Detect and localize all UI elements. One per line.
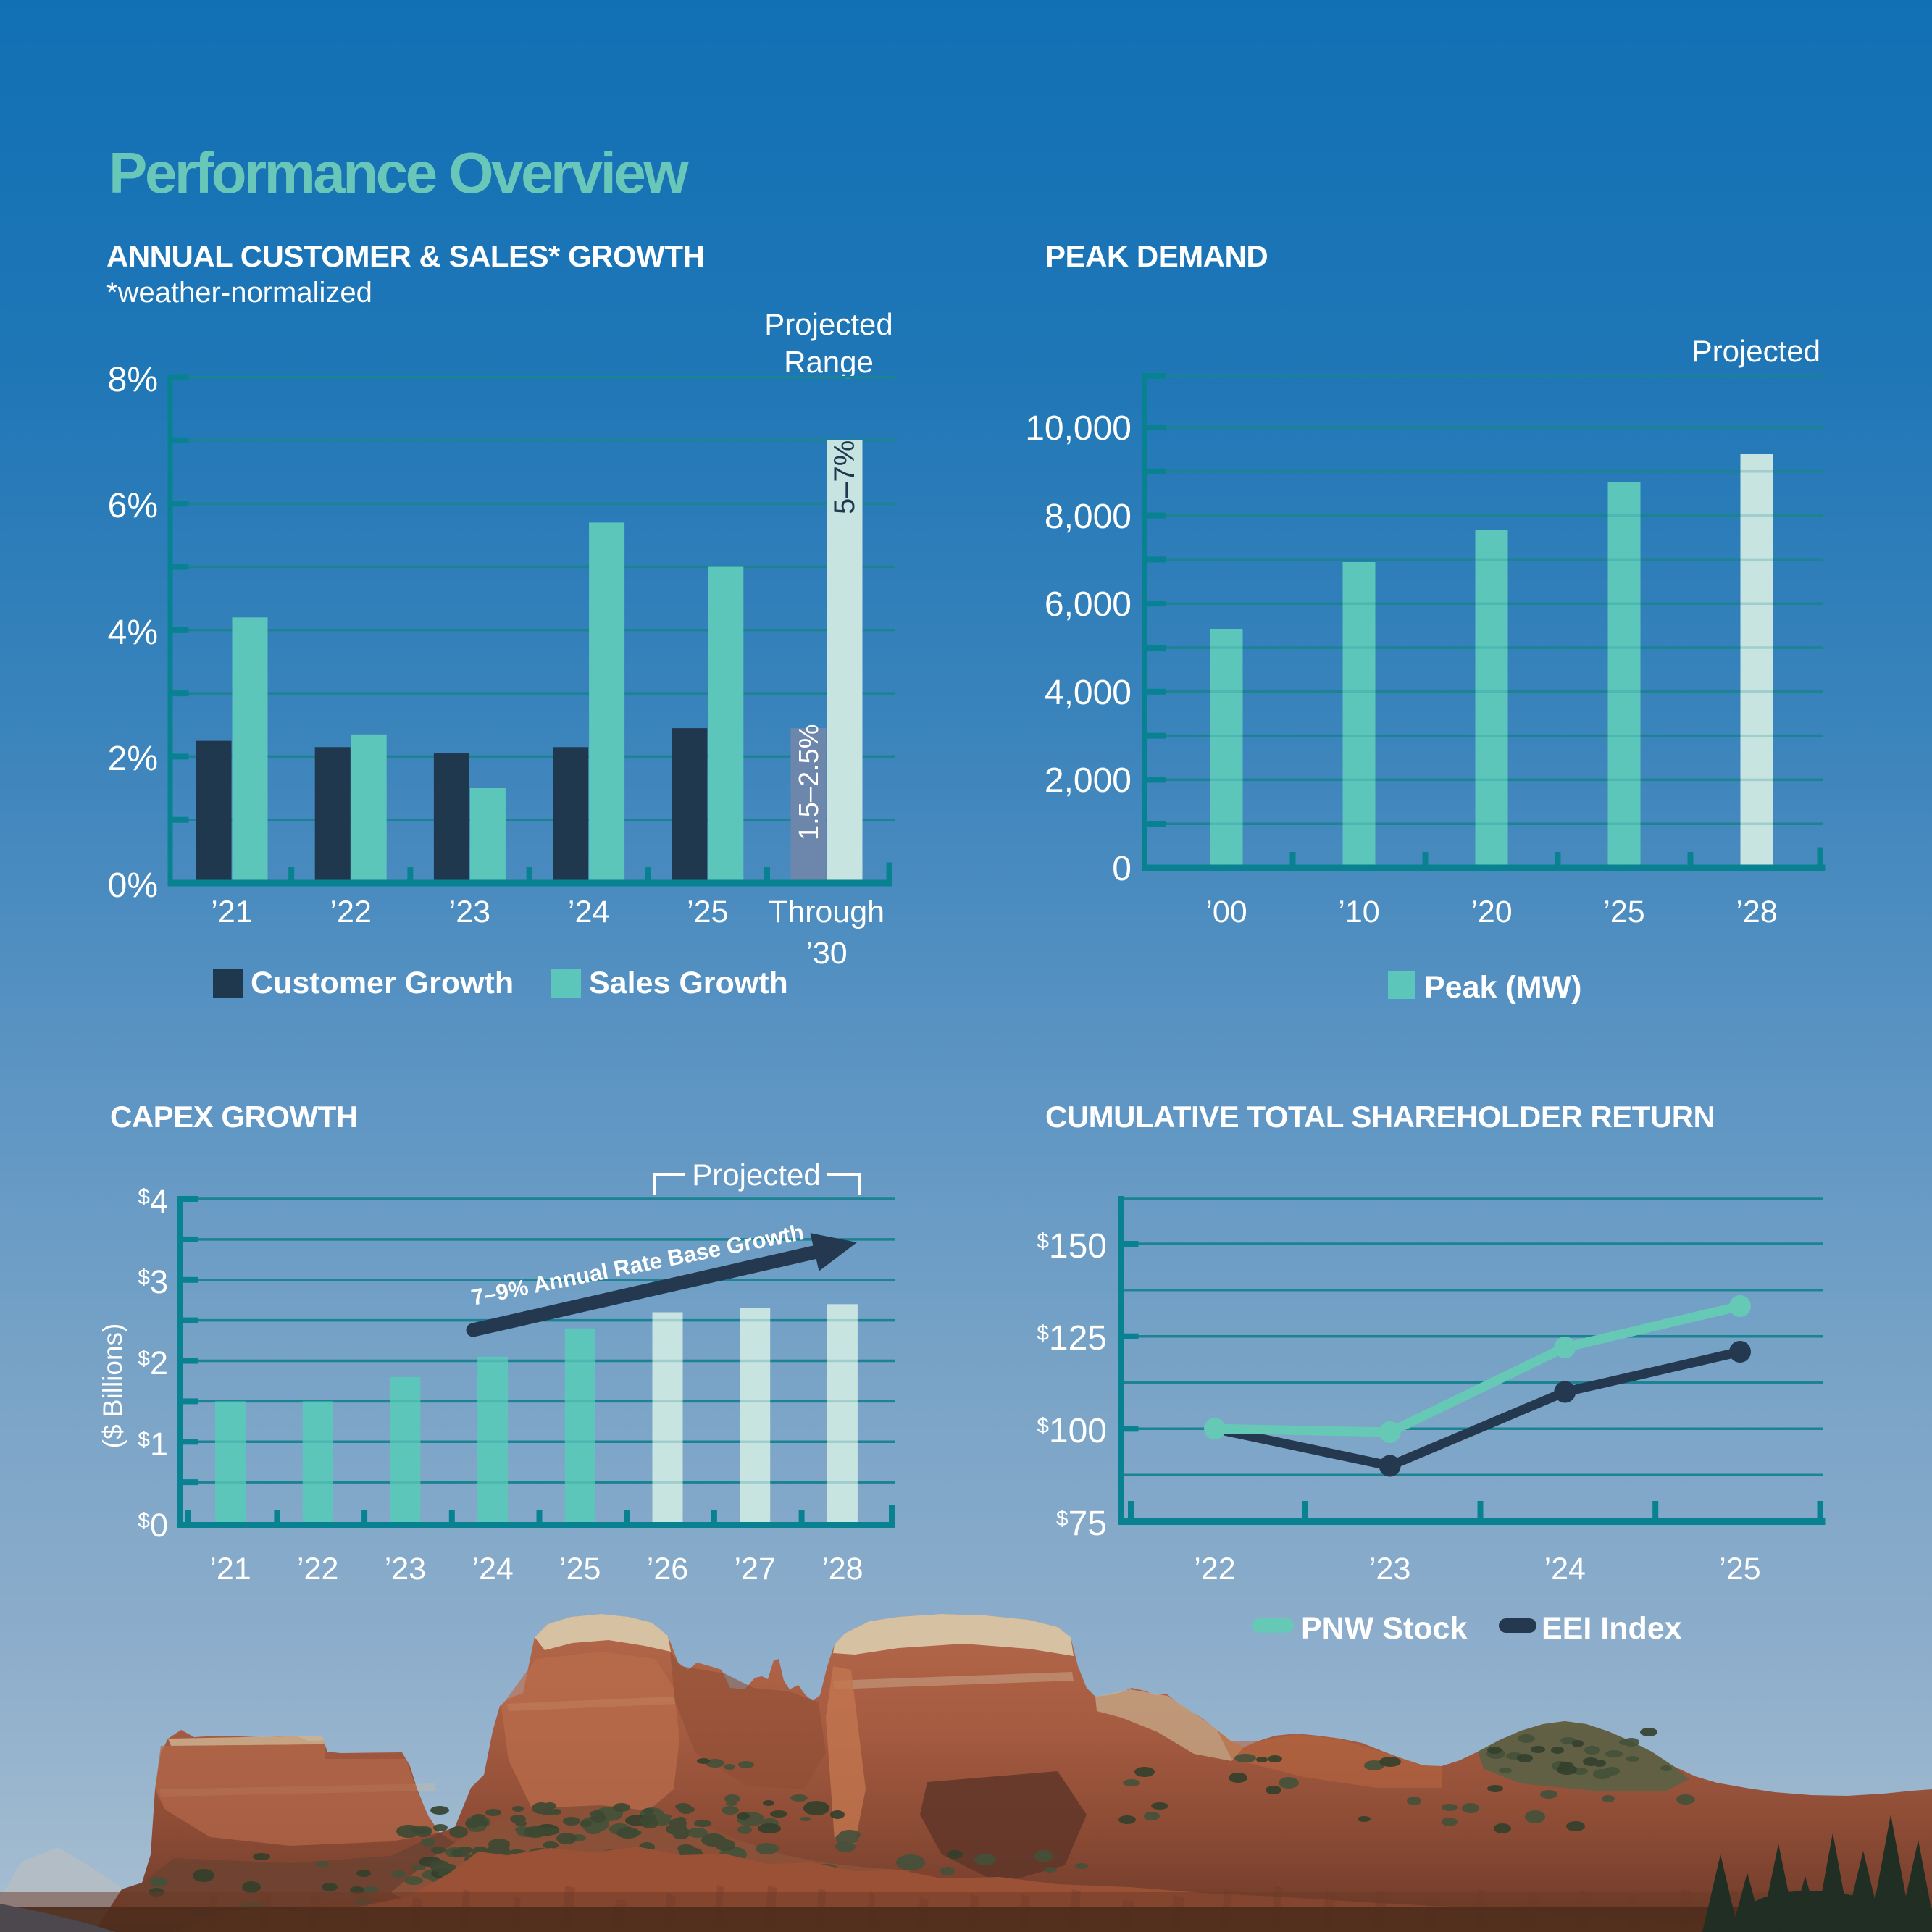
- svg-text:2,000: 2,000: [1045, 761, 1132, 800]
- svg-text:10,000: 10,000: [1025, 409, 1132, 448]
- svg-text:Projected: Projected: [764, 307, 892, 341]
- svg-text:1.5–2.5%: 1.5–2.5%: [794, 724, 824, 840]
- svg-text:$75: $75: [1056, 1505, 1107, 1543]
- svg-text:’22: ’22: [330, 895, 372, 929]
- svg-text:’23: ’23: [1369, 1552, 1410, 1586]
- svg-text:0%: 0%: [108, 866, 158, 905]
- svg-text:$125: $125: [1037, 1319, 1107, 1358]
- svg-text:’25: ’25: [687, 895, 728, 929]
- svg-text:6,000: 6,000: [1045, 585, 1132, 624]
- svg-text:’00: ’00: [1205, 895, 1247, 929]
- svg-text:’25: ’25: [559, 1552, 601, 1586]
- svg-text:6%: 6%: [108, 487, 158, 525]
- svg-text:’24: ’24: [472, 1552, 513, 1586]
- svg-text:’24: ’24: [568, 895, 609, 929]
- svg-text:’23: ’23: [385, 1552, 426, 1586]
- svg-text:’21: ’21: [211, 895, 252, 929]
- svg-text:*weather-normalized: *weather-normalized: [106, 277, 372, 309]
- svg-text:Sales Growth: Sales Growth: [589, 966, 788, 1000]
- svg-text:$2: $2: [138, 1345, 168, 1381]
- svg-text:4,000: 4,000: [1045, 674, 1132, 712]
- svg-text:’27: ’27: [735, 1552, 776, 1586]
- svg-text:2%: 2%: [108, 740, 158, 778]
- svg-text:CAPEX GROWTH: CAPEX GROWTH: [110, 1100, 358, 1134]
- svg-text:EEI Index: EEI Index: [1542, 1611, 1682, 1646]
- svg-text:’25: ’25: [1719, 1552, 1760, 1586]
- svg-text:’23: ’23: [449, 895, 490, 929]
- svg-text:’24: ’24: [1544, 1552, 1586, 1586]
- svg-text:$0: $0: [138, 1507, 168, 1544]
- svg-text:$150: $150: [1037, 1227, 1107, 1266]
- svg-text:0: 0: [1112, 850, 1132, 888]
- svg-text:’22: ’22: [1194, 1552, 1235, 1586]
- svg-text:Projected: Projected: [692, 1158, 820, 1192]
- svg-text:5–7%: 5–7%: [829, 440, 861, 514]
- svg-text:$100: $100: [1037, 1412, 1107, 1450]
- svg-text:$4: $4: [138, 1183, 168, 1220]
- svg-text:’26: ’26: [647, 1552, 688, 1586]
- svg-text:Customer Growth: Customer Growth: [251, 966, 514, 1000]
- svg-text:’28: ’28: [1736, 895, 1777, 929]
- svg-text:PEAK DEMAND: PEAK DEMAND: [1045, 239, 1268, 273]
- svg-text:$1: $1: [138, 1426, 168, 1463]
- svg-text:’22: ’22: [297, 1552, 338, 1586]
- svg-text:’25: ’25: [1603, 895, 1644, 929]
- svg-text:4%: 4%: [108, 614, 158, 652]
- svg-text:Projected: Projected: [1692, 334, 1820, 368]
- svg-text:’20: ’20: [1471, 895, 1512, 929]
- svg-text:Range: Range: [784, 345, 874, 379]
- svg-text:CUMULATIVE TOTAL SHAREHOLDER R: CUMULATIVE TOTAL SHAREHOLDER RETURN: [1045, 1100, 1715, 1134]
- svg-text:8,000: 8,000: [1045, 498, 1132, 536]
- svg-text:’21: ’21: [209, 1552, 251, 1586]
- svg-text:$3: $3: [138, 1263, 168, 1300]
- svg-text:Through: Through: [769, 895, 885, 929]
- svg-text:’30: ’30: [806, 936, 847, 971]
- svg-text:’28: ’28: [821, 1552, 863, 1586]
- svg-text:’10: ’10: [1338, 895, 1379, 929]
- svg-text:8%: 8%: [108, 361, 158, 399]
- svg-text:PNW Stock: PNW Stock: [1301, 1611, 1467, 1646]
- svg-text:ANNUAL CUSTOMER & SALES* GROWT: ANNUAL CUSTOMER & SALES* GROWTH: [106, 239, 704, 273]
- svg-text:($ Billions): ($ Billions): [98, 1323, 127, 1449]
- svg-text:Peak (MW): Peak (MW): [1424, 970, 1581, 1005]
- svg-text:Performance Overview: Performance Overview: [109, 141, 689, 205]
